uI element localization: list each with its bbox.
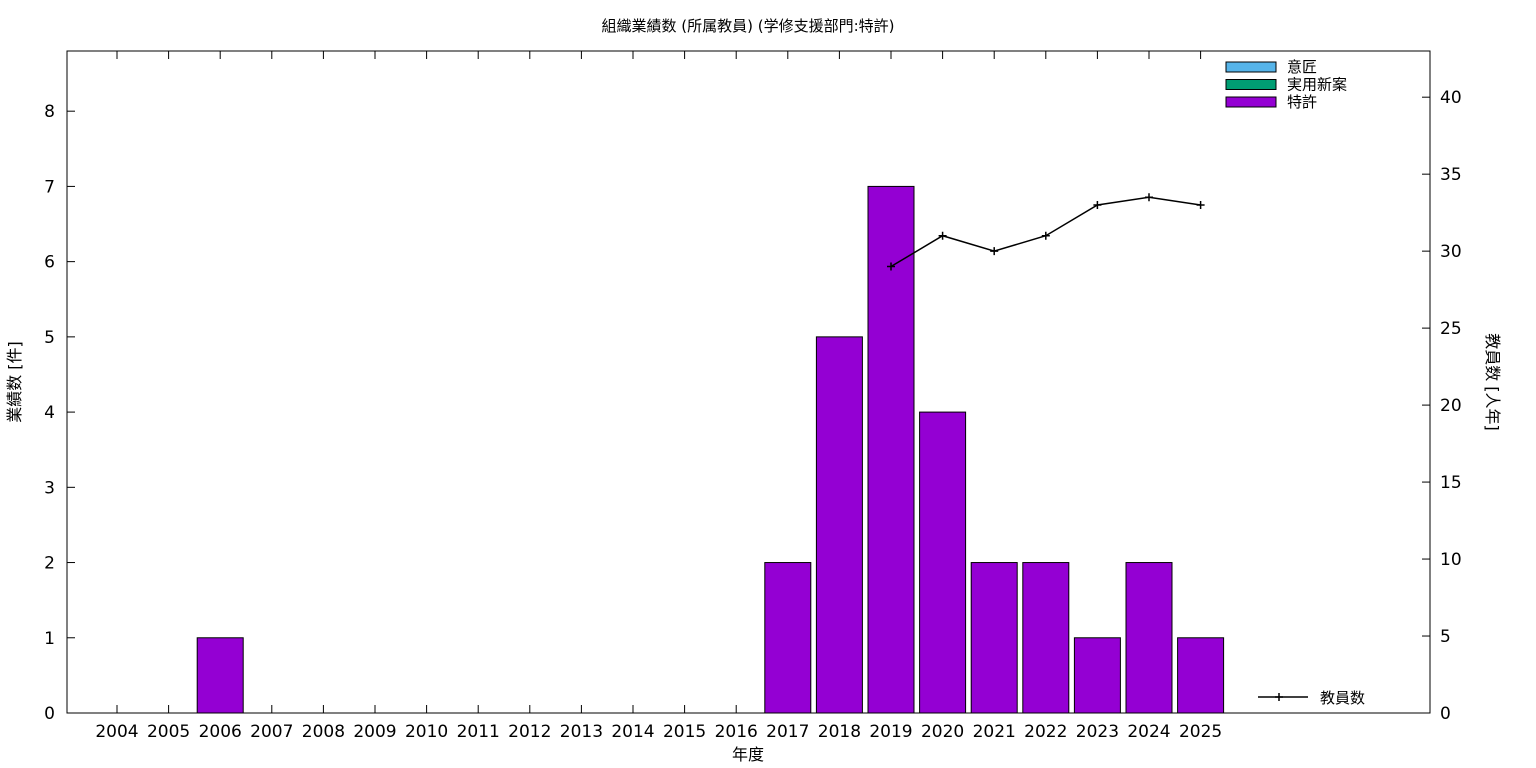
y2-tick-label: 5 (1440, 627, 1451, 647)
bar (1022, 562, 1070, 714)
legend-label: 教員数 (1320, 689, 1365, 707)
line-point (990, 247, 999, 256)
legend-label: 特許 (1287, 93, 1317, 111)
y2-tick-label: 0 (1440, 704, 1451, 724)
y2-tick-labels: 0 5 10 15 20 25 30 35 40 (1440, 88, 1462, 724)
y-tick-label: 8 (44, 102, 55, 122)
y-tick-label: 1 (44, 629, 55, 649)
legend-line-marker (1275, 693, 1283, 701)
x-tick-label: 2008 (302, 722, 345, 742)
x-tick-label: 2011 (457, 722, 500, 742)
y2-tick-label: 40 (1440, 88, 1462, 108)
legend-swatch (1225, 96, 1277, 108)
y2-tick-label: 35 (1440, 165, 1462, 185)
bars-group (196, 185, 1225, 714)
bar (815, 336, 863, 714)
y-tick-labels: 0 1 2 3 4 5 6 7 8 (44, 102, 55, 724)
y2-tick-label: 15 (1440, 473, 1462, 493)
line-point (1145, 193, 1153, 202)
x-tick-label: 2004 (95, 722, 138, 742)
bar (1177, 637, 1225, 714)
x-tick-label: 2007 (250, 722, 293, 742)
x-tick-label: 2010 (405, 722, 448, 742)
x-tick-label: 2025 (1179, 722, 1222, 742)
x-tick-label: 2019 (869, 722, 912, 742)
line-point (1041, 231, 1050, 240)
x-tick-label: 2018 (818, 722, 861, 742)
y-tick-label: 3 (44, 478, 55, 498)
line-point (1196, 200, 1205, 209)
x-axis-title: 年度 (732, 745, 764, 764)
bar (1125, 562, 1173, 714)
bar (919, 411, 967, 714)
line-point (887, 262, 895, 271)
bar (764, 562, 812, 714)
x-tick-label: 2023 (1076, 722, 1119, 742)
y-tick-label: 0 (44, 704, 55, 724)
x-tick-label: 2020 (921, 722, 964, 742)
x-tick-label: 2005 (147, 722, 190, 742)
line-point (938, 231, 947, 240)
y-tick-label: 6 (44, 253, 55, 273)
y-tick-label: 5 (44, 328, 55, 348)
line-point (1093, 200, 1102, 209)
x-tick-label: 2006 (199, 722, 242, 742)
y-tick-label: 2 (44, 554, 55, 574)
bar (970, 562, 1018, 714)
x-tick-label: 2014 (611, 722, 654, 742)
x-tick-label: 2016 (715, 722, 758, 742)
x-tick-label: 2012 (508, 722, 551, 742)
x-tick-labels: 2004 2005 2006 2007 2008 2009 2010 2011 2012 2013… (95, 722, 1222, 742)
y-axis-title: 業績数 [件] (5, 341, 24, 423)
y2-tick-label: 20 (1440, 396, 1462, 416)
y2-tick-label: 10 (1440, 550, 1462, 570)
legend-swatch (1225, 61, 1277, 73)
y2-tick-label: 30 (1440, 242, 1462, 262)
bar (196, 637, 244, 714)
line-group (887, 193, 1205, 271)
y2-axis-title: 教員数 [人年] (1483, 333, 1502, 431)
chart-title: 組織業績数 (所属教員) (学修支援部門:特許) (602, 17, 895, 35)
legend-swatch (1225, 79, 1277, 90)
x-tick-label: 2015 (663, 722, 706, 742)
y-tick-label: 7 (44, 177, 55, 197)
plot-area-frame (66, 50, 1431, 714)
legend-label: 実用新案 (1287, 76, 1347, 94)
bar (1073, 637, 1121, 714)
x-tick-label: 2022 (1024, 722, 1067, 742)
x-tick-label: 2013 (560, 722, 603, 742)
x-tick-label: 2009 (353, 722, 396, 742)
x-tick-label: 2017 (766, 722, 809, 742)
x-tick-label: 2024 (1127, 722, 1170, 742)
axis-ticks (67, 51, 1430, 714)
bar (867, 185, 915, 714)
x-tick-label: 2021 (973, 722, 1016, 742)
y2-tick-label: 25 (1440, 319, 1462, 339)
legend-label: 意匠 (1287, 58, 1317, 76)
y-tick-label: 4 (44, 403, 55, 423)
